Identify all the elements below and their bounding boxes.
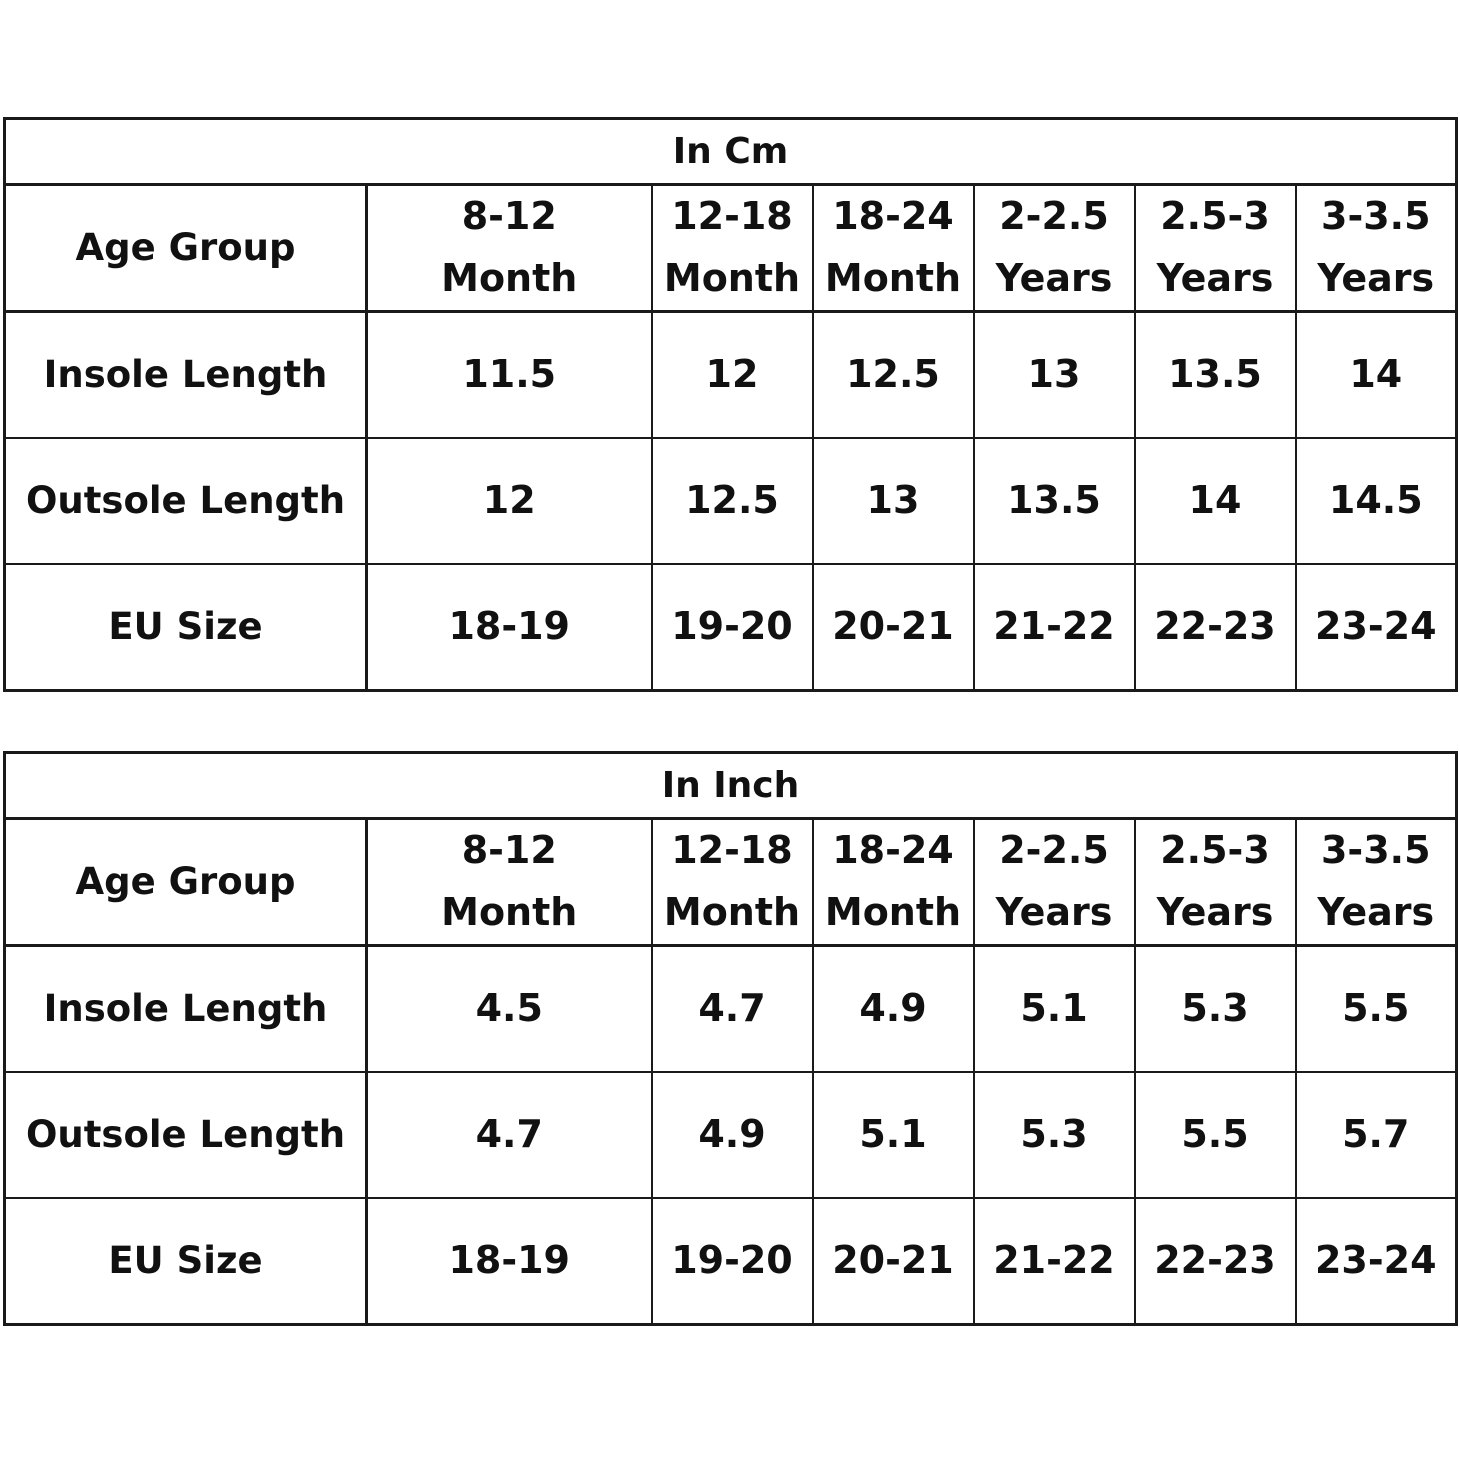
- table-cell: 21-22: [972, 563, 1136, 692]
- table-cell: 5.3: [972, 1071, 1136, 1199]
- age-group-cell: 2-2.5 Years: [972, 817, 1136, 947]
- table-cell: 13: [811, 437, 975, 565]
- table-cell: 4.7: [365, 1071, 653, 1199]
- table-cell: 5.5: [1133, 1071, 1297, 1199]
- age-group-cell: 12-18 Month: [650, 817, 814, 947]
- table-cell: 12: [650, 310, 814, 439]
- age-group-cell: 8-12 Month: [365, 817, 653, 947]
- table-row-outsole-length: Outsole Length 4.7 4.9 5.1 5.3 5.5 5.7: [3, 1071, 1458, 1199]
- age-group-cell: 3-3.5 Years: [1294, 817, 1458, 947]
- age-group-cell: 12-18 Month: [650, 183, 814, 313]
- table-cell: 12: [365, 437, 653, 565]
- table-title-row: In Inch: [3, 751, 1458, 820]
- table-title: In Inch: [3, 751, 1458, 820]
- table-cell: 23-24: [1294, 1197, 1458, 1326]
- table-cell: 14.5: [1294, 437, 1458, 565]
- table-cell: 4.9: [811, 944, 975, 1073]
- row-label-insole-length: Insole Length: [3, 944, 368, 1073]
- table-cell: 4.7: [650, 944, 814, 1073]
- table-cell: 4.5: [365, 944, 653, 1073]
- table-cell: 18-19: [365, 563, 653, 692]
- age-group-cell: 2-2.5 Years: [972, 183, 1136, 313]
- table-cell: 5.7: [1294, 1071, 1458, 1199]
- row-label-age-group: Age Group: [3, 817, 368, 947]
- table-row-insole-length: Insole Length 4.5 4.7 4.9 5.1 5.3 5.5: [3, 944, 1458, 1073]
- age-group-cell: 18-24 Month: [811, 183, 975, 313]
- table-cell: 20-21: [811, 1197, 975, 1326]
- table-cell: 13.5: [1133, 310, 1297, 439]
- age-group-row: Age Group 8-12 Month 12-18 Month 18-24 M…: [3, 817, 1458, 947]
- row-label-outsole-length: Outsole Length: [3, 437, 368, 565]
- table-cell: 22-23: [1133, 563, 1297, 692]
- table-cell: 13: [972, 310, 1136, 439]
- table-cell: 18-19: [365, 1197, 653, 1326]
- table-row-eu-size: EU Size 18-19 19-20 20-21 21-22 22-23 23…: [3, 1197, 1458, 1326]
- age-group-cell: 8-12 Month: [365, 183, 653, 313]
- row-label-eu-size: EU Size: [3, 1197, 368, 1326]
- table-cell: 19-20: [650, 563, 814, 692]
- table-cell: 20-21: [811, 563, 975, 692]
- age-group-cell: 18-24 Month: [811, 817, 975, 947]
- row-label-age-group: Age Group: [3, 183, 368, 313]
- table-cell: 5.5: [1294, 944, 1458, 1073]
- table-cell: 5.1: [811, 1071, 975, 1199]
- table-cell: 12.5: [650, 437, 814, 565]
- size-table-inch: In Inch Age Group 8-12 Month 12-18 Month…: [3, 751, 1459, 1326]
- table-cell: 14: [1294, 310, 1458, 439]
- table-cell: 23-24: [1294, 563, 1458, 692]
- table-cell: 14: [1133, 437, 1297, 565]
- table-row-insole-length: Insole Length 11.5 12 12.5 13 13.5 14: [3, 310, 1458, 439]
- table-cell: 11.5: [365, 310, 653, 439]
- row-label-outsole-length: Outsole Length: [3, 1071, 368, 1199]
- age-group-cell: 2.5-3 Years: [1133, 817, 1297, 947]
- age-group-row: Age Group 8-12 Month 12-18 Month 18-24 M…: [3, 183, 1458, 313]
- table-row-eu-size: EU Size 18-19 19-20 20-21 21-22 22-23 23…: [3, 563, 1458, 692]
- age-group-cell: 3-3.5 Years: [1294, 183, 1458, 313]
- table-row-outsole-length: Outsole Length 12 12.5 13 13.5 14 14.5: [3, 437, 1458, 565]
- table-cell: 19-20: [650, 1197, 814, 1326]
- row-label-insole-length: Insole Length: [3, 310, 368, 439]
- table-cell: 13.5: [972, 437, 1136, 565]
- table-cell: 4.9: [650, 1071, 814, 1199]
- size-table-cm: In Cm Age Group 8-12 Month 12-18 Month 1…: [3, 117, 1459, 692]
- table-cell: 5.1: [972, 944, 1136, 1073]
- table-cell: 12.5: [811, 310, 975, 439]
- table-cell: 21-22: [972, 1197, 1136, 1326]
- row-label-eu-size: EU Size: [3, 563, 368, 692]
- age-group-cell: 2.5-3 Years: [1133, 183, 1297, 313]
- table-title: In Cm: [3, 117, 1458, 186]
- table-title-row: In Cm: [3, 117, 1458, 186]
- table-cell: 22-23: [1133, 1197, 1297, 1326]
- table-cell: 5.3: [1133, 944, 1297, 1073]
